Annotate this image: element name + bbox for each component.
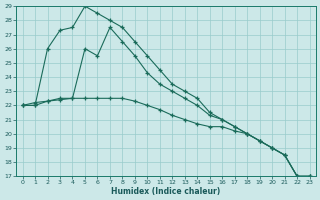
X-axis label: Humidex (Indice chaleur): Humidex (Indice chaleur) bbox=[111, 187, 221, 196]
